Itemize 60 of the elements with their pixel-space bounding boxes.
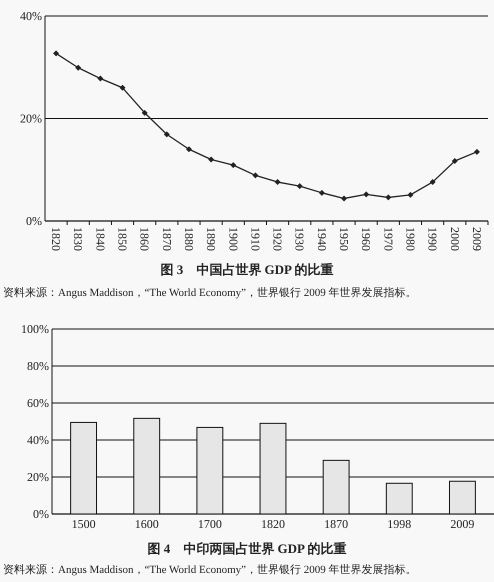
x-tick-label: 1890 [204, 227, 218, 251]
point [230, 162, 236, 168]
x-tick-label: 2000 [448, 227, 462, 251]
point [385, 194, 392, 200]
x-tick-label: 1910 [248, 227, 262, 251]
x-tick-label: 1930 [292, 227, 307, 251]
point [186, 146, 192, 152]
x-tick-label: 1840 [93, 227, 108, 251]
x-tick-label: 1940 [314, 227, 329, 251]
x-tick-label: 1920 [270, 227, 285, 251]
point [252, 172, 258, 178]
point [164, 131, 170, 138]
point [363, 191, 370, 198]
point [208, 156, 214, 162]
point [120, 84, 126, 91]
x-tick-label: 1870 [324, 517, 348, 531]
x-tick-label: 1980 [403, 227, 418, 251]
text: 图 4 中印两国占世界 GDP 的比重 [148, 541, 346, 556]
point [341, 195, 348, 202]
y-tick-label: 20% [27, 470, 49, 484]
point [474, 148, 480, 155]
x-tick-label: 1820 [49, 227, 64, 251]
point [97, 76, 104, 82]
x-tick-label: 1700 [198, 517, 222, 531]
x-tick-label: 1950 [337, 227, 352, 251]
x-tick-label: 1820 [261, 517, 285, 531]
text: 资料来源：Angus Maddison，“The World Economy”，世界银行 2009 年世界发展指标。 [3, 563, 417, 576]
point [452, 158, 458, 164]
text: 资料来源：Angus Maddison，“The World Economy”，世界银行 2009 年世界发展指标。 [3, 286, 417, 299]
y-tick-label: 60% [27, 396, 49, 410]
x-tick-label: 2009 [450, 517, 474, 531]
y-tick-label: 80% [27, 359, 49, 373]
x-tick-label: 1900 [226, 227, 240, 251]
x-tick-label: 1990 [426, 227, 440, 251]
x-tick-label: 2009 [470, 227, 484, 251]
y-tick-label: 0% [26, 214, 42, 228]
point [318, 190, 325, 196]
text: 图 3 中国占世界 GDP 的比重 [160, 262, 334, 277]
x-tick-label: 1880 [182, 227, 196, 251]
y-tick-label: 20% [20, 112, 42, 126]
x-tick-label: 1860 [138, 227, 152, 251]
point [142, 110, 148, 116]
x-tick-label: 1870 [160, 227, 174, 251]
x-tick-label: 1830 [71, 227, 86, 251]
point [296, 183, 303, 190]
y-tick-label: 40% [20, 9, 42, 23]
y-tick-label: 40% [27, 433, 49, 447]
x-tick-label: 1970 [381, 227, 396, 251]
point [53, 50, 60, 56]
x-tick-label: 1600 [134, 517, 159, 531]
x-tick-label: 1960 [359, 227, 374, 251]
point [407, 192, 414, 198]
point [274, 179, 281, 186]
y-tick-label: 0% [33, 507, 49, 521]
y-tick-label: 100% [21, 322, 49, 336]
x-tick-label: 1500 [72, 517, 96, 531]
x-tick-label: 1850 [116, 227, 130, 251]
x-tick-label: 1998 [387, 517, 412, 531]
point [75, 64, 82, 71]
point [430, 179, 436, 186]
